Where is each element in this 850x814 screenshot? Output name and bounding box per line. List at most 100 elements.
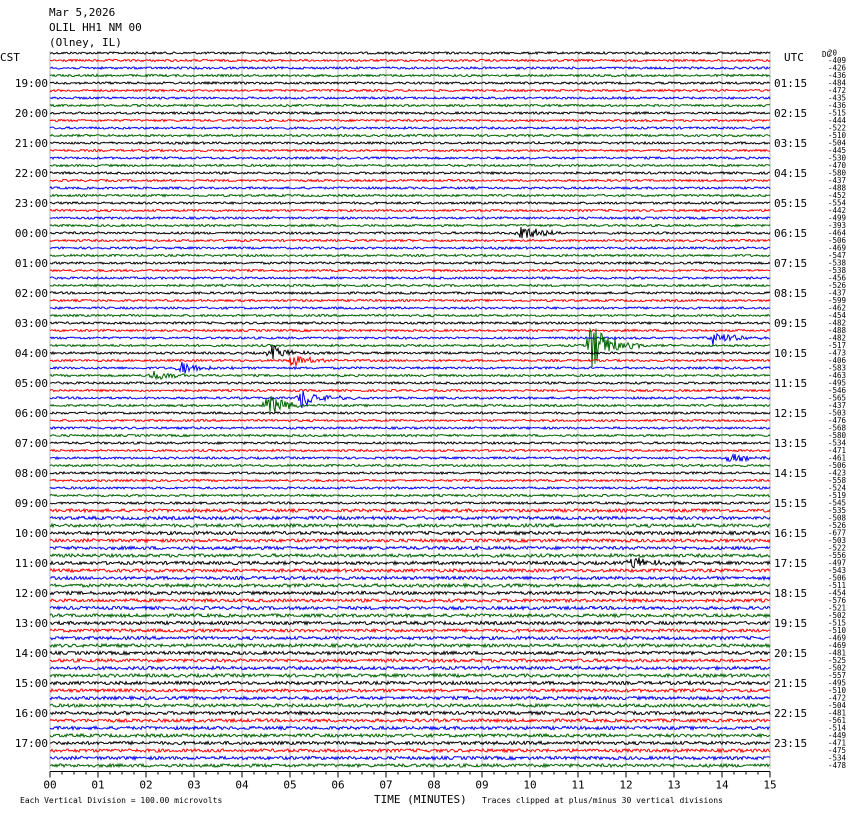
trace-line (49, 125, 771, 131)
left-hour-label: 14:00 (15, 647, 48, 660)
trace-line (49, 448, 771, 453)
trace-offset-label: -478 (828, 761, 847, 770)
x-tick-label: 08 (427, 779, 440, 792)
left-hour-label: 21:00 (15, 137, 48, 150)
trace-offset-label: -471 (828, 446, 846, 455)
x-tick-label: 14 (715, 779, 729, 792)
trace-offset-label: -495 (828, 679, 846, 688)
trace-offset-label: -449 (828, 731, 846, 740)
trace-offset-label: -504 (828, 139, 847, 148)
right-timezone-label: UTC (784, 51, 804, 64)
trace-line (49, 619, 771, 627)
trace-line (49, 298, 771, 303)
trace-offset-label: -473 (828, 349, 846, 358)
left-hour-label: 03:00 (15, 317, 48, 330)
left-hour-label: 13:00 (15, 617, 48, 630)
trace-line (49, 328, 771, 333)
trace-offset-label: -464 (828, 229, 847, 238)
trace-group (49, 50, 771, 769)
left-timezone-label: CST (0, 51, 20, 64)
trace-offset-label: -519 (828, 491, 846, 500)
left-hour-label: 16:00 (15, 707, 48, 720)
trace-offset-label: -444 (828, 116, 847, 125)
trace-line (49, 355, 771, 368)
trace-line (49, 463, 771, 468)
trace-line (49, 552, 771, 559)
right-hour-label: 20:15 (774, 647, 807, 660)
trace-line (49, 388, 771, 393)
trace-offset-label: -393 (828, 221, 846, 230)
trace-line (49, 320, 771, 326)
x-tick-label: 13 (667, 779, 680, 792)
left-hour-label: 23:00 (15, 197, 48, 210)
trace-line (49, 557, 771, 569)
trace-line (49, 485, 771, 491)
trace-offset-label: -495 (828, 379, 846, 388)
trace-offset-label: -515 (828, 619, 846, 628)
trace-offset-label: -557 (828, 671, 846, 680)
trace-line (49, 208, 771, 213)
trace-offset-label: -502 (828, 611, 846, 620)
left-hour-label: 00:00 (15, 227, 48, 240)
trace-line (49, 507, 771, 514)
minute-grid (49, 51, 771, 770)
trace-offset-label: -470 (828, 161, 847, 170)
left-hour-label: 20:00 (15, 107, 48, 120)
right-hour-label: 04:15 (774, 167, 807, 180)
left-hour-label: 07:00 (15, 437, 48, 450)
left-hour-label: 01:00 (15, 257, 48, 270)
trace-offset-label: -437 (828, 289, 846, 298)
trace-line (49, 390, 771, 408)
trace-offset-label: -476 (828, 416, 847, 425)
x-tick-label: 04 (235, 779, 249, 792)
trace-line (49, 440, 771, 446)
trace-offset-label: -580 (828, 169, 847, 178)
x-tick-label: 06 (331, 779, 344, 792)
trace-line (50, 635, 771, 641)
trace-line (49, 50, 771, 56)
left-hour-label: 06:00 (15, 407, 48, 420)
trace-offset-label: -565 (828, 394, 846, 403)
x-tick-label: 09 (475, 779, 488, 792)
trace-offset-label: -454 (828, 589, 847, 598)
left-hour-label: 10:00 (15, 527, 48, 540)
trace-line (49, 238, 771, 243)
trace-offset-label: -469 (828, 641, 846, 650)
right-hour-label: 06:15 (774, 227, 807, 240)
trace-line (49, 371, 771, 381)
right-hour-label: 09:15 (774, 317, 807, 330)
trace-line (49, 305, 771, 311)
trace-line (49, 215, 771, 221)
right-hour-label: 15:15 (774, 497, 807, 510)
right-hour-label: 10:15 (774, 347, 807, 360)
dc-code-label: DC (822, 50, 831, 59)
trace-offset-label: -534 (828, 754, 847, 763)
right-hour-label: 05:15 (774, 197, 807, 210)
left-hour-label: 19:00 (15, 77, 48, 90)
trace-line (49, 253, 771, 258)
trace-offset-label: -561 (828, 716, 846, 725)
trace-line (49, 133, 771, 138)
trace-offset-label: -521 (828, 604, 846, 613)
trace-line (49, 762, 771, 769)
trace-line (49, 478, 771, 483)
right-hour-label: 19:15 (774, 617, 807, 630)
right-hour-label: 23:15 (774, 737, 807, 750)
trace-offset-label: -482 (828, 334, 846, 343)
trace-line (49, 260, 771, 266)
right-hour-label: 11:15 (774, 377, 807, 390)
trace-offset-label: -484 (828, 79, 847, 88)
trace-offset-label: -409 (828, 56, 846, 65)
trace-line (49, 702, 771, 709)
x-tick-label: 03 (187, 779, 200, 792)
trace-line (49, 170, 771, 176)
trace-line (49, 380, 771, 386)
trace-offset-label: -506 (828, 461, 847, 470)
right-hour-label: 21:15 (774, 677, 807, 690)
x-tick-label: 02 (139, 779, 152, 792)
right-hour-label: 17:15 (774, 557, 807, 570)
trace-line (50, 453, 771, 463)
trace-offset-label: -435 (828, 94, 846, 103)
trace-line (49, 200, 771, 206)
trace-offset-label: -488 (828, 184, 847, 193)
